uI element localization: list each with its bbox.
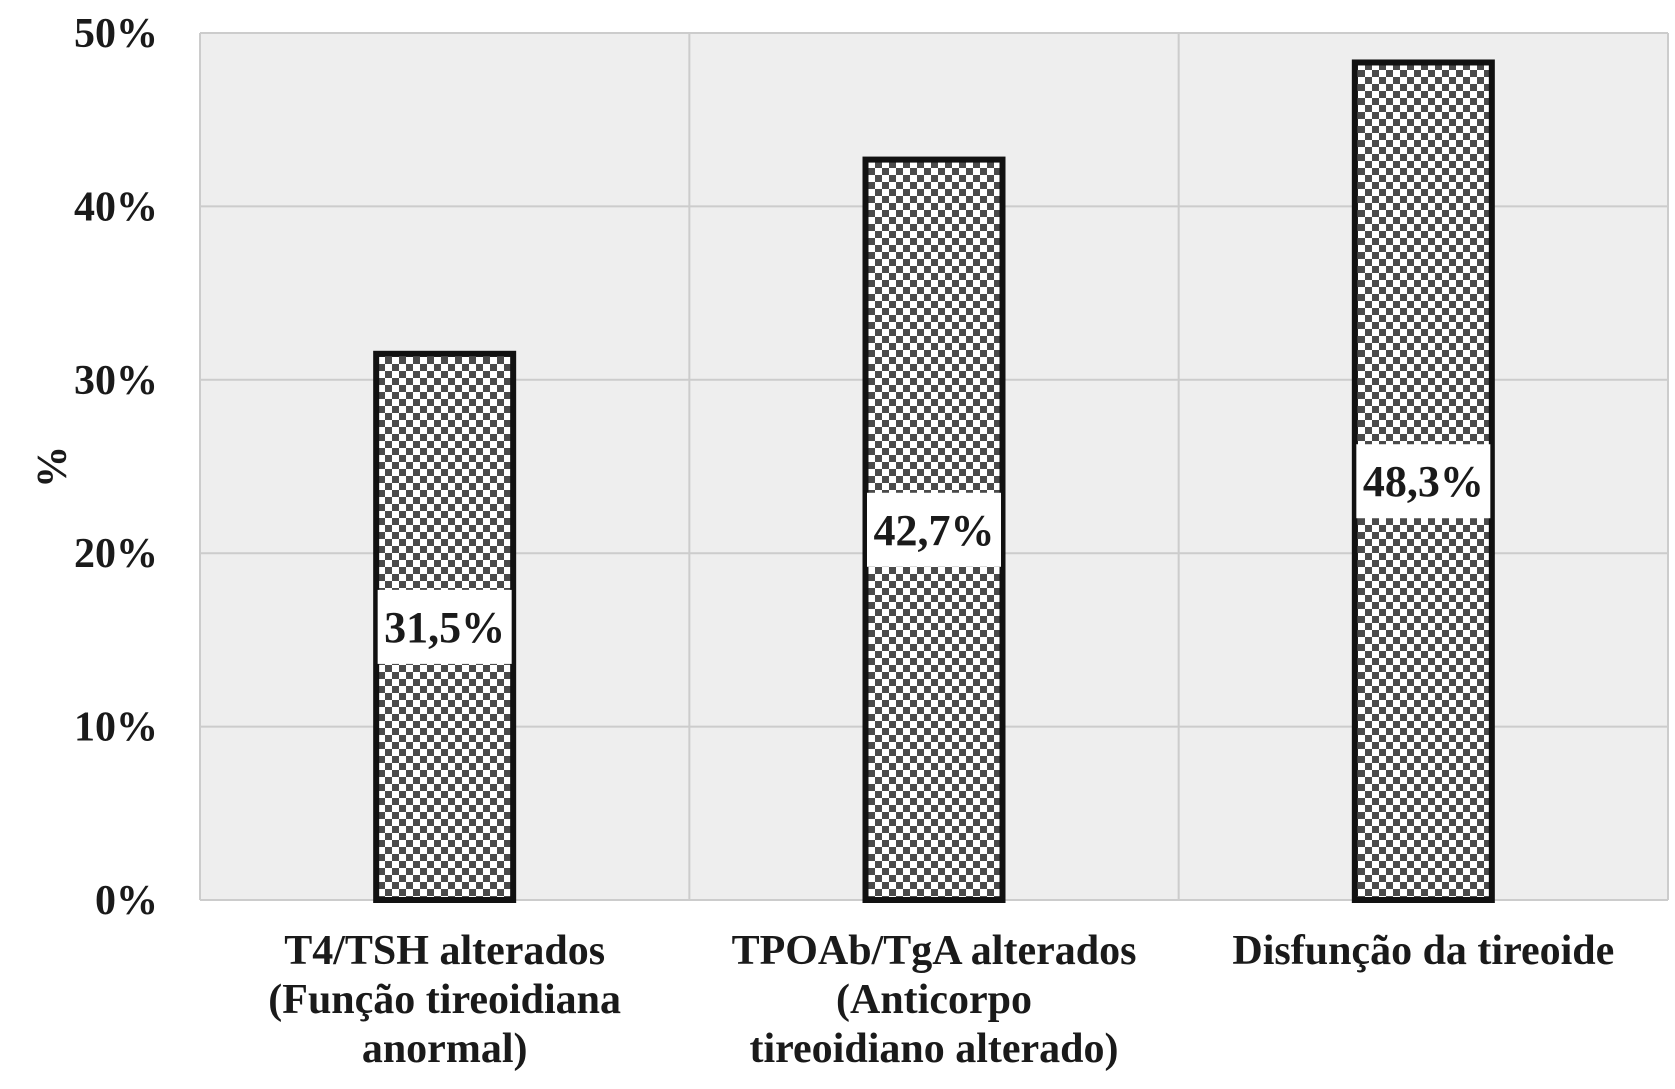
x-tick-label: T4/TSH alterados (Função tireoidiana anorm… <box>268 928 621 1072</box>
x-tick-label-line: T4/TSH alterados <box>284 928 605 974</box>
x-axis-ticks: T4/TSH alterados (Função tireoidiana anorm… <box>268 928 1614 1072</box>
y-axis-label: % <box>28 446 74 488</box>
x-tick-label-line: (Anticorpo <box>836 977 1032 1023</box>
data-label-box <box>867 492 1001 567</box>
data-label-box <box>377 589 512 664</box>
y-tick-label: 40% <box>74 184 158 230</box>
x-tick-label-line: anormal) <box>362 1026 528 1072</box>
y-tick-label: 50% <box>74 11 158 57</box>
y-tick-label: 20% <box>74 531 158 577</box>
y-axis-ticks: 0% 10% 20% 30% 40% 50% <box>74 11 158 924</box>
y-tick-label: 0% <box>95 878 158 924</box>
x-tick-label-line: TPOAb/TgA alterados <box>732 928 1137 974</box>
data-label: 42,7% <box>874 506 995 555</box>
data-labels: 31,5% 42,7% 48,3% <box>377 444 1491 664</box>
y-tick-label: 10% <box>74 705 158 751</box>
x-tick-label: TPOAb/TgA alterados (Anticorpo tireoidiano… <box>732 928 1137 1072</box>
x-tick-label: Disfunção da tireoide <box>1232 928 1614 974</box>
data-label: 48,3% <box>1363 457 1484 506</box>
x-tick-label-line: tireoidiano alterado) <box>749 1026 1118 1072</box>
data-label-box <box>1356 444 1491 519</box>
y-tick-label: 30% <box>74 358 158 404</box>
x-tick-label-line: (Função tireoidiana <box>268 977 621 1023</box>
data-label: 31,5% <box>384 603 505 652</box>
x-tick-label-line: Disfunção da tireoide <box>1232 928 1614 974</box>
